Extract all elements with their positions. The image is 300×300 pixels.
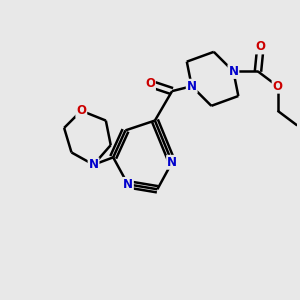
Text: N: N: [228, 65, 239, 78]
Text: O: O: [255, 40, 266, 53]
Text: N: N: [123, 178, 133, 191]
Text: N: N: [88, 158, 99, 171]
Text: O: O: [76, 104, 86, 117]
Text: O: O: [273, 80, 283, 93]
Text: N: N: [167, 156, 177, 169]
Text: N: N: [187, 80, 197, 93]
Text: O: O: [145, 77, 155, 90]
